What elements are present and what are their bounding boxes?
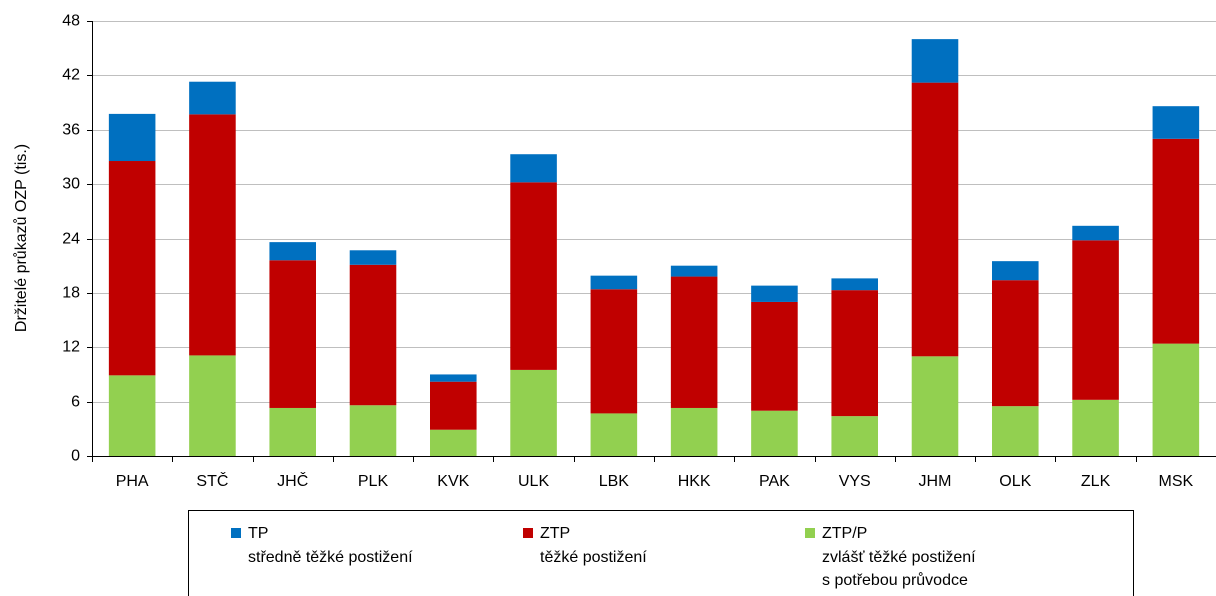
bar-segment — [510, 154, 557, 183]
bar-segment — [349, 250, 397, 265]
legend-label: ZTP/P — [822, 525, 867, 542]
x-tick-label: ZLK — [1081, 473, 1111, 490]
bar-segment — [831, 290, 878, 417]
x-tick-label: KVK — [437, 473, 469, 490]
x-tick-label: VYS — [839, 473, 871, 490]
bar-segment — [189, 355, 236, 456]
bar-segment — [349, 405, 397, 456]
bar-segment — [992, 406, 1039, 456]
bar-segment — [269, 242, 316, 261]
bar-segment — [992, 261, 1039, 281]
legend-label: TP — [248, 525, 268, 542]
legend-label: ZTP — [540, 525, 570, 542]
legend-description: těžké postižení — [540, 549, 647, 566]
bar-segment — [430, 381, 477, 430]
bar-segment — [911, 82, 959, 357]
legend-description: středně těžké postižení — [248, 549, 413, 566]
bar-segment — [269, 260, 316, 408]
bar-segment — [108, 375, 156, 456]
bar-segment — [992, 280, 1039, 407]
bar-segment — [911, 356, 959, 456]
legend-description: zvlášť těžké postižení — [822, 549, 976, 566]
y-tick-label: 36 — [62, 122, 80, 139]
bar-segment — [1152, 138, 1200, 344]
x-tick-label: PLK — [358, 473, 389, 490]
legend-swatch — [523, 528, 533, 538]
x-tick-label: PHA — [116, 473, 149, 490]
bar-segment — [430, 374, 477, 382]
bar-segment — [510, 182, 557, 370]
x-tick-label: HKK — [678, 473, 711, 490]
bar-segment — [189, 114, 236, 356]
bar-segment — [831, 278, 878, 291]
bar-segment — [189, 81, 236, 115]
y-tick-label: 24 — [62, 231, 80, 248]
bar-segment — [430, 429, 477, 456]
y-axis-label: Držitelé průkazů OZP (tis.) — [12, 144, 30, 332]
x-tick-label: ULK — [518, 473, 549, 490]
bar-segment — [751, 301, 798, 411]
legend-swatch — [805, 528, 815, 538]
bar-segment — [1072, 225, 1119, 241]
y-tick-label: 48 — [62, 13, 80, 30]
y-tick-label: 12 — [62, 339, 80, 356]
x-tick-label: MSK — [1159, 473, 1194, 490]
bar-segment — [1152, 106, 1200, 139]
bar-segment — [108, 113, 156, 162]
bar-segment — [670, 407, 718, 456]
y-tick-label: 6 — [71, 394, 80, 411]
x-tick-label: STČ — [196, 471, 228, 490]
bar-segment — [1072, 399, 1119, 456]
x-tick-label: JHM — [919, 473, 952, 490]
bar-segment — [751, 410, 798, 456]
y-tick-label: 0 — [71, 448, 80, 465]
bar-segment — [108, 161, 156, 376]
bar-segment — [590, 289, 638, 414]
legend-swatch — [231, 528, 241, 538]
x-tick-label: OLK — [999, 473, 1031, 490]
y-tick-label: 18 — [62, 285, 80, 302]
bar-segment — [269, 407, 316, 456]
legend-box — [188, 510, 1134, 596]
x-tick-label: PAK — [759, 473, 790, 490]
bar-segment — [510, 369, 557, 456]
legend-description: s potřebou průvodce — [822, 571, 968, 589]
x-tick-label: LBK — [599, 473, 630, 490]
bar-segment — [751, 285, 798, 302]
bar-segment — [911, 39, 959, 83]
bar-segment — [590, 413, 638, 456]
bar-segment — [670, 265, 718, 277]
bar-segment — [1152, 343, 1200, 456]
bar-segment — [1072, 240, 1119, 400]
y-tick-label: 30 — [62, 176, 80, 193]
x-tick-label: JHČ — [277, 471, 308, 490]
y-tick-label: 42 — [62, 67, 80, 84]
bar-segment — [831, 416, 878, 456]
bar-segment — [590, 275, 638, 290]
bar-segment — [349, 264, 397, 406]
bar-segment — [670, 276, 718, 408]
